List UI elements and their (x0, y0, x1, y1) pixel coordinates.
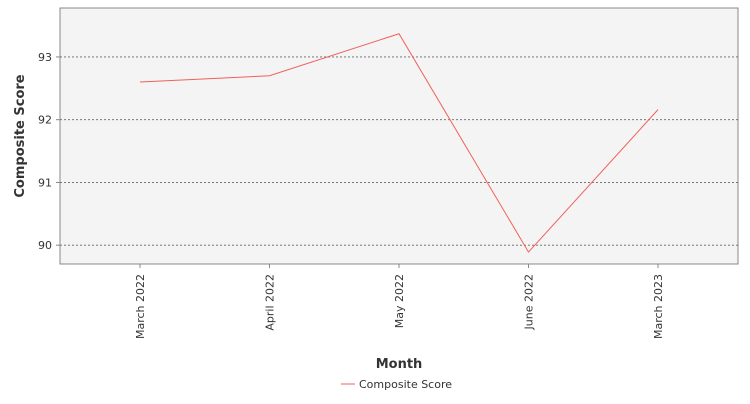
y-tick-label: 92 (38, 114, 52, 127)
x-tick-label: March 2023 (652, 274, 665, 339)
legend-label: Composite Score (359, 378, 452, 391)
x-tick-label: May 2022 (393, 274, 406, 328)
y-tick-label: 91 (38, 176, 52, 189)
x-axis-label: Month (376, 357, 423, 372)
data-line (139, 33, 659, 253)
x-tick-label: April 2022 (264, 274, 277, 331)
y-axis-label: Composite Score (13, 74, 28, 197)
y-tick-label: 90 (38, 239, 52, 252)
x-tick-label: March 2022 (134, 274, 147, 339)
y-tick-label: 93 (38, 51, 52, 64)
plot-area (59, 7, 739, 265)
x-tick-label: June 2022 (523, 274, 536, 330)
